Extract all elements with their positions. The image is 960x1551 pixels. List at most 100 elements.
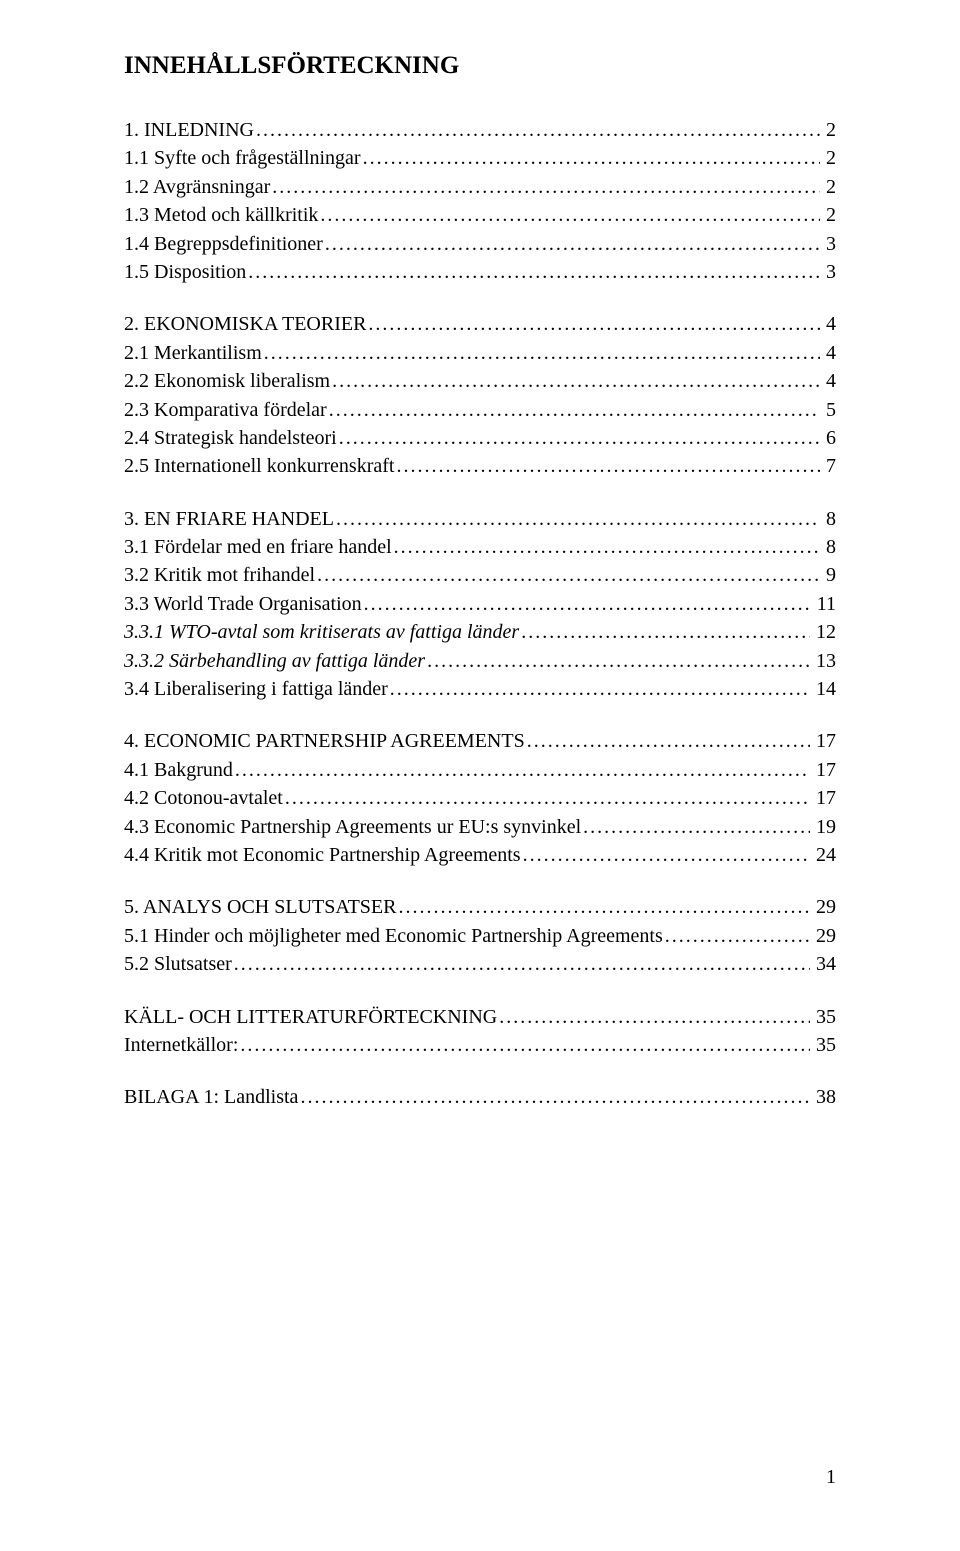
- toc-entry-page: 19: [812, 813, 836, 841]
- toc-entry-page: 8: [822, 533, 836, 561]
- toc-entry-page: 9: [822, 561, 836, 589]
- toc-entry: 5.2 Slutsatser34: [124, 950, 836, 978]
- toc-entry: Internetkällor:35: [124, 1031, 836, 1059]
- toc-entry: 5. ANALYS OCH SLUTSATSER 29: [124, 893, 836, 921]
- toc-leader-dots: [272, 173, 820, 201]
- toc-entry-page: 17: [812, 784, 836, 812]
- toc-group: 4. ECONOMIC PARTNERSHIP AGREEMENTS174.1 …: [124, 727, 836, 869]
- toc-entry: 2.3 Komparativa fördelar5: [124, 396, 836, 424]
- toc-entry: 4.4 Kritik mot Economic Partnership Agre…: [124, 841, 836, 869]
- toc-entry: 4.3 Economic Partnership Agreements ur E…: [124, 813, 836, 841]
- toc-group: 1. INLEDNING 2 1.1 Syfte och frågeställnin…: [124, 116, 836, 286]
- toc-entry: 2.4 Strategisk handelsteori6: [124, 424, 836, 452]
- toc-leader-dots: [329, 396, 820, 424]
- toc-entry-label: 2. EKONOMISKA TEORIER: [124, 310, 366, 338]
- toc-entry-label: 4.1 Bakgrund: [124, 756, 233, 784]
- toc-leader-dots: [235, 756, 810, 784]
- toc-leader-dots: [336, 505, 820, 533]
- toc-entry-label: 2.3 Komparativa fördelar: [124, 396, 327, 424]
- toc-entry: 2.2 Ekonomisk liberalism4: [124, 367, 836, 395]
- toc-entry-label: 3.3.1 WTO-avtal som kritiserats av fatti…: [124, 618, 519, 646]
- toc-entry: 1.4 Begreppsdefinitioner 3: [124, 230, 836, 258]
- toc-leader-dots: [234, 950, 810, 978]
- toc-entry-label: 5. ANALYS OCH SLUTSATSER: [124, 893, 396, 921]
- toc-entry: 4. ECONOMIC PARTNERSHIP AGREEMENTS17: [124, 727, 836, 755]
- toc-entry-page: 2: [822, 173, 836, 201]
- toc-leader-dots: [339, 424, 820, 452]
- toc-entry-label: 1.1 Syfte och frågeställningar: [124, 144, 361, 172]
- toc-entry-page: 6: [822, 424, 836, 452]
- toc-entry: 2. EKONOMISKA TEORIER4: [124, 310, 836, 338]
- toc-entry: 2.5 Internationell konkurrenskraft7: [124, 452, 836, 480]
- toc-entry: 3.1 Fördelar med en friare handel 8: [124, 533, 836, 561]
- toc-entry-label: 3.2 Kritik mot frihandel: [124, 561, 315, 589]
- toc-entry-label: 4. ECONOMIC PARTNERSHIP AGREEMENTS: [124, 727, 525, 755]
- toc-entry-label: 1.5 Disposition: [124, 258, 246, 286]
- toc-leader-dots: [364, 590, 811, 618]
- toc-leader-dots: [256, 116, 820, 144]
- toc-entry-label: BILAGA 1: Landlista: [124, 1083, 298, 1111]
- toc-leader-dots: [396, 452, 820, 480]
- toc-entry-label: 3.1 Fördelar med en friare handel: [124, 533, 392, 561]
- toc-entry: 3.3.2 Särbehandling av fattiga länder 13: [124, 647, 836, 675]
- toc-entry-page: 4: [822, 367, 836, 395]
- toc-entry-page: 2: [822, 144, 836, 172]
- toc-entry-label: 1. INLEDNING: [124, 116, 254, 144]
- toc-leader-dots: [394, 533, 820, 561]
- toc-entry-label: 4.2 Cotonou-avtalet: [124, 784, 283, 812]
- toc-entry-page: 35: [812, 1003, 836, 1031]
- toc-leader-dots: [499, 1003, 810, 1031]
- toc-entry-page: 8: [822, 505, 836, 533]
- toc-leader-dots: [285, 784, 810, 812]
- toc-entry-page: 2: [822, 116, 836, 144]
- toc-leader-dots: [320, 201, 820, 229]
- toc-entry-label: 1.4 Begreppsdefinitioner: [124, 230, 323, 258]
- toc-entry-page: 34: [812, 950, 836, 978]
- toc-leader-dots: [427, 647, 810, 675]
- toc-entry-label: 1.3 Metod och källkritik: [124, 201, 318, 229]
- toc-leader-dots: [363, 144, 820, 172]
- toc-entry: 5.1 Hinder och möjligheter med Economic …: [124, 922, 836, 950]
- toc-entry: 1.2 Avgränsningar 2: [124, 173, 836, 201]
- toc-entry-page: 38: [812, 1083, 836, 1111]
- toc-entry-page: 4: [822, 339, 836, 367]
- toc-leader-dots: [583, 813, 810, 841]
- toc-leader-dots: [665, 922, 810, 950]
- toc-leader-dots: [248, 258, 820, 286]
- toc-entry-page: 14: [812, 675, 836, 703]
- toc-entry: 2.1 Merkantilism 4: [124, 339, 836, 367]
- toc-leader-dots: [523, 841, 810, 869]
- toc-entry: 3.4 Liberalisering i fattiga länder 14: [124, 675, 836, 703]
- toc-entry: 3. EN FRIARE HANDEL 8: [124, 505, 836, 533]
- toc-entry: 4.2 Cotonou-avtalet 17: [124, 784, 836, 812]
- toc-entry: BILAGA 1: Landlista 38: [124, 1083, 836, 1111]
- toc-entry-label: 1.2 Avgränsningar: [124, 173, 270, 201]
- toc-entry-label: 3.3.2 Särbehandling av fattiga länder: [124, 647, 425, 675]
- toc-entry-page: 7: [822, 452, 836, 480]
- toc-entry-page: 2: [822, 201, 836, 229]
- toc-entry: 1.5 Disposition3: [124, 258, 836, 286]
- toc-entry-page: 17: [812, 756, 836, 784]
- toc-entry: 1. INLEDNING 2: [124, 116, 836, 144]
- toc-leader-dots: [264, 339, 820, 367]
- toc-entry: 4.1 Bakgrund 17: [124, 756, 836, 784]
- toc-leader-dots: [398, 893, 810, 921]
- toc-entry: 3.3 World Trade Organisation11: [124, 590, 836, 618]
- toc-group: 2. EKONOMISKA TEORIER42.1 Merkantilism42…: [124, 310, 836, 480]
- page-number-footer: 1: [826, 1466, 836, 1489]
- toc-leader-dots: [368, 310, 820, 338]
- toc-entry-page: 29: [812, 893, 836, 921]
- toc-entry-label: 2.1 Merkantilism: [124, 339, 262, 367]
- toc-entry: 1.3 Metod och källkritik 2: [124, 201, 836, 229]
- toc-leader-dots: [332, 367, 820, 395]
- toc-entry-label: 3. EN FRIARE HANDEL: [124, 505, 334, 533]
- toc-entry-page: 13: [812, 647, 836, 675]
- toc-entry-page: 3: [822, 230, 836, 258]
- toc-group: KÄLL- OCH LITTERATURFÖRTECKNING35Interne…: [124, 1003, 836, 1060]
- toc-entry-page: 35: [812, 1031, 836, 1059]
- toc-entry: KÄLL- OCH LITTERATURFÖRTECKNING35: [124, 1003, 836, 1031]
- toc-entry-label: 4.4 Kritik mot Economic Partnership Agre…: [124, 841, 521, 869]
- toc-group: 5. ANALYS OCH SLUTSATSER 295.1 Hinder och…: [124, 893, 836, 978]
- toc-leader-dots: [390, 675, 810, 703]
- toc-entry-label: 3.4 Liberalisering i fattiga länder: [124, 675, 388, 703]
